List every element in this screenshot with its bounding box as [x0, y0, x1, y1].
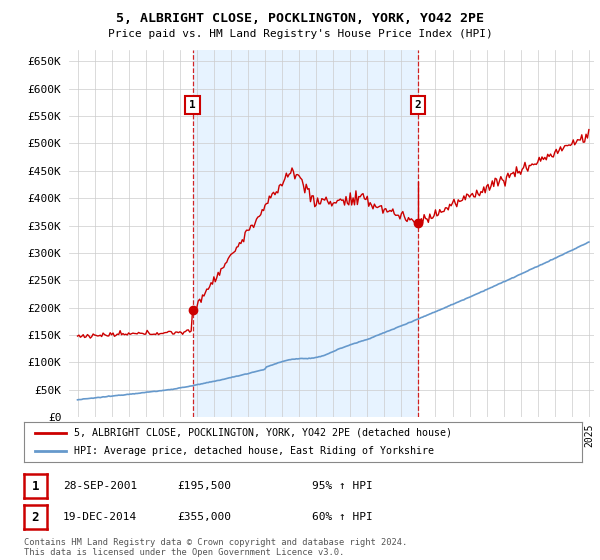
- Text: 5, ALBRIGHT CLOSE, POCKLINGTON, YORK, YO42 2PE: 5, ALBRIGHT CLOSE, POCKLINGTON, YORK, YO…: [116, 12, 484, 25]
- Text: 95% ↑ HPI: 95% ↑ HPI: [312, 482, 373, 491]
- Text: 5, ALBRIGHT CLOSE, POCKLINGTON, YORK, YO42 2PE (detached house): 5, ALBRIGHT CLOSE, POCKLINGTON, YORK, YO…: [74, 428, 452, 437]
- Bar: [193, 50, 418, 417]
- Text: HPI: Average price, detached house, East Riding of Yorkshire: HPI: Average price, detached house, East…: [74, 446, 434, 456]
- Text: £355,000: £355,000: [177, 512, 231, 522]
- Text: 2: 2: [415, 100, 421, 110]
- Text: 28-SEP-2001: 28-SEP-2001: [63, 482, 137, 491]
- Text: 2: 2: [32, 511, 39, 524]
- Text: 19-DEC-2014: 19-DEC-2014: [63, 512, 137, 522]
- Text: 60% ↑ HPI: 60% ↑ HPI: [312, 512, 373, 522]
- Text: £195,500: £195,500: [177, 482, 231, 491]
- Text: Contains HM Land Registry data © Crown copyright and database right 2024.
This d: Contains HM Land Registry data © Crown c…: [24, 538, 407, 557]
- Text: 1: 1: [189, 100, 196, 110]
- Text: 1: 1: [32, 480, 39, 493]
- Text: Price paid vs. HM Land Registry's House Price Index (HPI): Price paid vs. HM Land Registry's House …: [107, 29, 493, 39]
